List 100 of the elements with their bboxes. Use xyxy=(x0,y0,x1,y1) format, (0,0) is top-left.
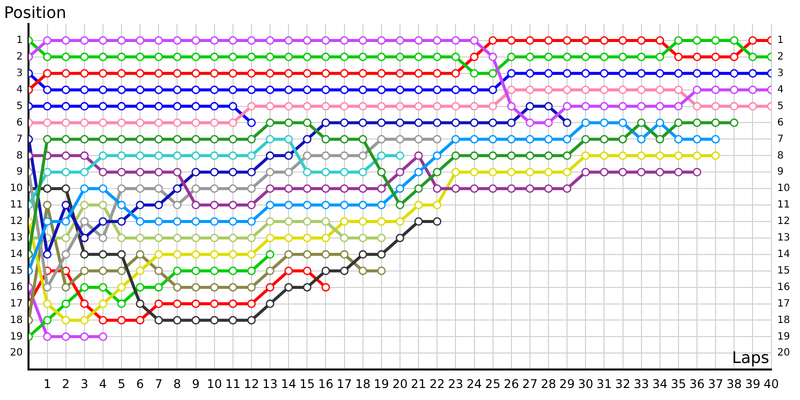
y-tick-label: 11 xyxy=(10,200,23,211)
y2-tick-label: 14 xyxy=(777,248,790,260)
point xyxy=(562,151,572,160)
point xyxy=(396,217,404,226)
point xyxy=(358,217,368,226)
point xyxy=(656,52,664,62)
point xyxy=(80,134,89,144)
point xyxy=(451,168,460,176)
point xyxy=(117,151,126,160)
point xyxy=(470,184,479,193)
point xyxy=(618,52,628,62)
point xyxy=(266,151,274,160)
point xyxy=(210,250,219,259)
point xyxy=(396,86,404,94)
point xyxy=(377,168,386,176)
point xyxy=(451,69,460,78)
point xyxy=(228,134,238,144)
point xyxy=(618,168,628,176)
point xyxy=(358,266,368,276)
point xyxy=(358,36,368,45)
y2-tick-label: 2 xyxy=(777,52,784,63)
x-tick-label: 6 xyxy=(136,376,144,391)
point xyxy=(154,52,163,62)
point xyxy=(396,168,404,176)
point xyxy=(432,184,442,193)
point xyxy=(228,52,238,62)
point xyxy=(488,69,498,78)
point xyxy=(210,200,219,210)
point xyxy=(526,118,534,127)
point xyxy=(377,250,386,259)
point xyxy=(172,118,182,127)
x-tick-label: 4 xyxy=(99,376,107,391)
point xyxy=(43,184,52,193)
point xyxy=(284,184,293,193)
point xyxy=(562,134,572,144)
point xyxy=(228,200,238,210)
point xyxy=(321,234,330,242)
point xyxy=(154,266,163,276)
point xyxy=(266,134,274,144)
point xyxy=(98,118,108,127)
point xyxy=(62,36,70,45)
point xyxy=(210,300,219,308)
x-tick-label: 3 xyxy=(80,376,88,391)
point xyxy=(637,168,646,176)
x-tick-label: 20 xyxy=(392,376,408,391)
point xyxy=(414,217,423,226)
point xyxy=(396,36,404,45)
point xyxy=(581,36,590,45)
point xyxy=(507,86,516,94)
point xyxy=(43,86,52,94)
point xyxy=(247,250,256,259)
point xyxy=(117,266,126,276)
point xyxy=(470,69,479,78)
point xyxy=(432,69,442,78)
point xyxy=(192,86,200,94)
x-tick-label: 32 xyxy=(615,376,630,391)
point xyxy=(321,86,330,94)
point xyxy=(451,86,460,94)
point xyxy=(62,118,70,127)
point xyxy=(98,86,108,94)
point xyxy=(507,52,516,62)
point xyxy=(302,52,312,62)
point xyxy=(210,118,219,127)
x-tick-label: 26 xyxy=(504,376,520,391)
point xyxy=(172,234,182,242)
point xyxy=(210,86,219,94)
point xyxy=(136,250,144,259)
x-tick-label: 23 xyxy=(448,376,464,391)
x-tick-label: 10 xyxy=(206,376,222,391)
point xyxy=(62,52,70,62)
point xyxy=(544,134,553,144)
point xyxy=(321,134,330,144)
point xyxy=(98,283,108,292)
point xyxy=(62,300,70,308)
point xyxy=(228,283,238,292)
point xyxy=(748,52,757,62)
y-tick-label: 3 xyxy=(16,68,23,79)
y-axis-title: Position xyxy=(4,3,66,22)
point xyxy=(117,283,126,292)
point xyxy=(396,151,404,160)
point xyxy=(302,250,312,259)
point xyxy=(302,102,312,111)
point xyxy=(80,118,89,127)
point xyxy=(581,102,590,111)
point xyxy=(284,118,293,127)
x-tick-label: 11 xyxy=(225,376,241,391)
point xyxy=(172,316,182,324)
point xyxy=(43,300,52,308)
point xyxy=(358,102,368,111)
point xyxy=(172,151,182,160)
point xyxy=(581,86,590,94)
point xyxy=(80,250,89,259)
point xyxy=(266,250,274,259)
point xyxy=(266,86,274,94)
point xyxy=(358,134,368,144)
point xyxy=(136,134,144,144)
point xyxy=(377,151,386,160)
point xyxy=(414,52,423,62)
point xyxy=(80,316,89,324)
point xyxy=(136,266,144,276)
